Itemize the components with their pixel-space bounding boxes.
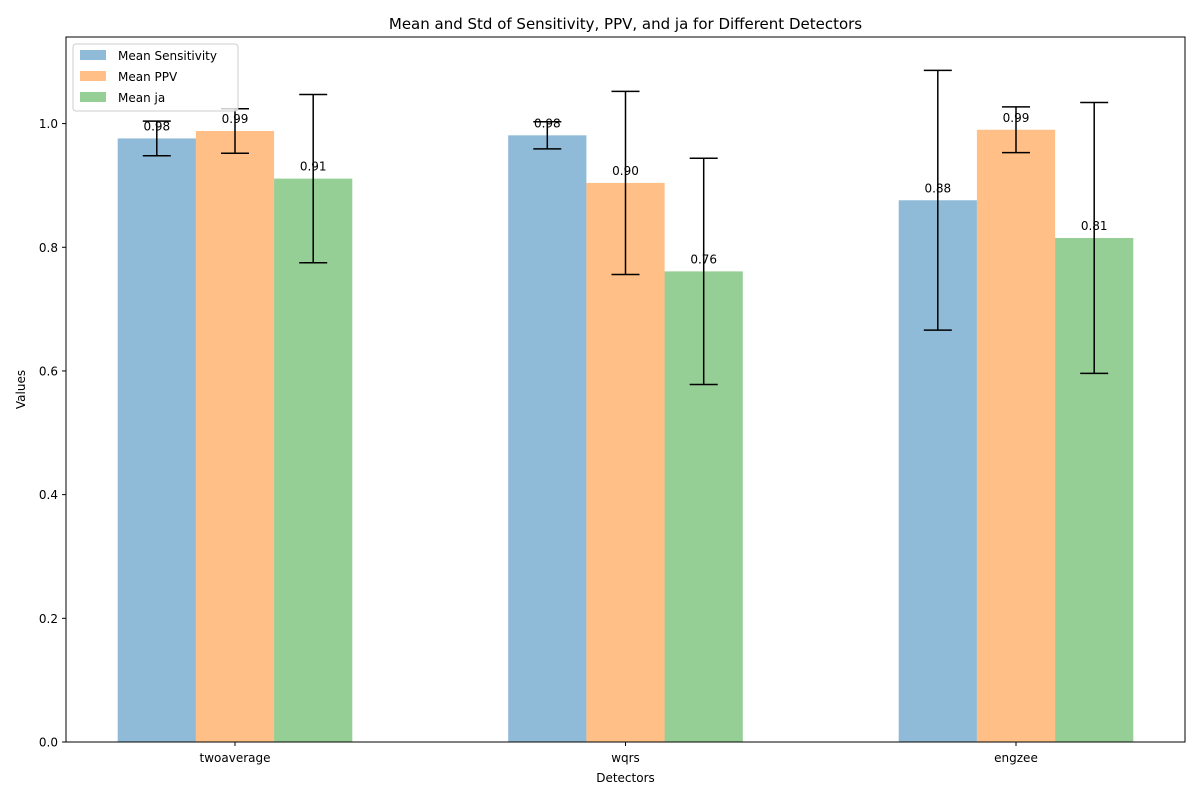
data-label-wqrs-0: 0.98	[534, 116, 561, 130]
data-label-twoaverage-2: 0.91	[300, 160, 327, 174]
y-tick-label: 0.2	[39, 612, 58, 626]
data-label-engzee-2: 0.81	[1081, 219, 1108, 233]
legend-frame	[72, 43, 239, 112]
bar-twoaverage-2	[274, 178, 353, 743]
bar-engzee-1	[976, 129, 1056, 742]
bars-layer	[117, 129, 1134, 743]
bar-wqrs-1	[586, 182, 665, 742]
bar-twoaverage-0	[117, 138, 196, 743]
data-labels-layer: 0.98 0.98 0.88 0.99 0.90 0.99 0.91 0.76 0.81	[143, 111, 1107, 267]
bar-wqrs-0	[508, 135, 587, 742]
legend-swatch-1	[80, 71, 106, 81]
x-axis-label: Detectors	[596, 771, 655, 785]
y-tick-label: 0.4	[39, 488, 58, 502]
x-tick-label-wqrs: wqrs	[611, 751, 640, 765]
data-label-engzee-1: 0.99	[1003, 111, 1030, 125]
legend-swatch-0	[80, 50, 106, 60]
error-bar-wqrs-2	[689, 157, 718, 386]
x-axis: twoaverage wqrs engzee	[200, 742, 1038, 765]
x-tick-label-twoaverage: twoaverage	[200, 751, 271, 765]
legend: Mean Sensitivity Mean PPV Mean ja	[72, 43, 239, 112]
legend-swatch-2	[80, 92, 106, 102]
data-label-wqrs-1: 0.90	[612, 164, 639, 178]
chart-title: Mean and Std of Sensitivity, PPV, and ja…	[389, 15, 862, 33]
y-tick-label: 1.0	[39, 117, 58, 131]
y-tick-label: 0.0	[39, 736, 58, 750]
y-tick-label: 0.6	[39, 364, 58, 378]
error-bar-wqrs-0	[533, 120, 562, 150]
error-bar-wqrs-1	[611, 90, 640, 276]
legend-label-2: Mean ja	[118, 91, 165, 105]
y-axis: 0.0 0.2 0.4 0.6 0.8 1.0	[39, 117, 66, 750]
error-bar-engzee-2	[1080, 101, 1109, 375]
error-bar-engzee-1	[1002, 106, 1030, 154]
data-label-wqrs-2: 0.76	[690, 252, 717, 266]
bar-twoaverage-1	[195, 131, 275, 742]
error-bar-twoaverage-2	[299, 93, 328, 264]
error-bar-engzee-0	[923, 69, 952, 331]
data-label-twoaverage-1: 0.99	[222, 112, 249, 126]
data-label-twoaverage-0: 0.98	[143, 119, 170, 133]
error-bars-layer	[142, 69, 1109, 386]
legend-label-1: Mean PPV	[118, 70, 178, 84]
error-bar-twoaverage-0	[142, 120, 171, 157]
data-label-engzee-0: 0.88	[924, 181, 951, 195]
legend-label-0: Mean Sensitivity	[118, 49, 217, 63]
x-tick-label-engzee: engzee	[994, 751, 1038, 765]
y-axis-label: Values	[14, 370, 28, 409]
y-tick-label: 0.8	[39, 241, 58, 255]
